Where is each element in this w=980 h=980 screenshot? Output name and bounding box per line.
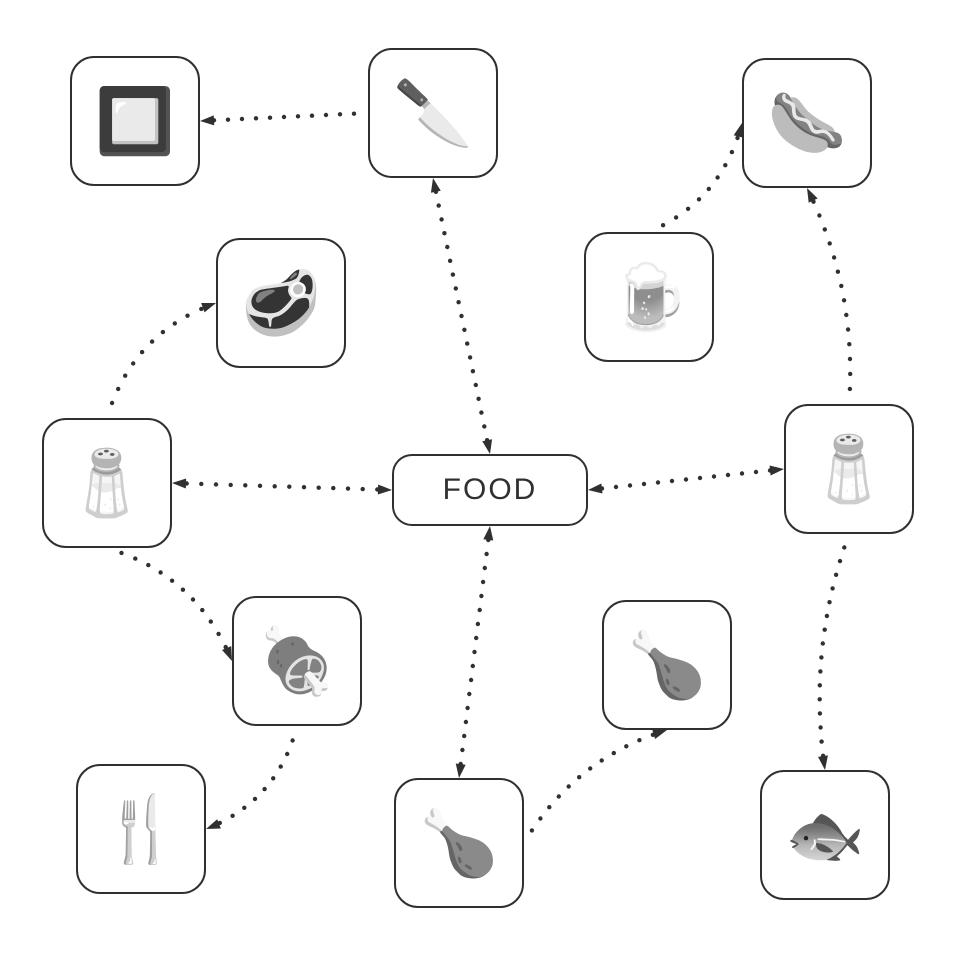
cutting-board-fish-icon: 🔪	[368, 48, 498, 178]
center-label: FOOD	[443, 473, 538, 507]
center-node-food: FOOD	[392, 454, 588, 526]
grilled-fish-steak-icon: 🔲	[70, 56, 200, 186]
grilled-sausages-icon: 🌭	[742, 58, 872, 188]
grilled-drumsticks-icon: 🍗	[394, 778, 524, 908]
cutting-board-meat-icon: 🥩	[216, 238, 346, 368]
beer-and-crab-icon: 🍺	[584, 232, 714, 362]
seasoning-steak-icon: 🧂	[42, 418, 172, 548]
microwave-chicken-icon: 🍗	[602, 600, 732, 730]
mind-map-stage: FOOD 🔲 🔪 🌭 🥩 🍺 🧂 🧂 🍖 🍗 🍴 🍗 🐟	[0, 0, 980, 980]
grilled-steak-icon: 🍖	[232, 596, 362, 726]
steak-on-fork-icon: 🍴	[76, 764, 206, 894]
grilled-whole-fish-icon: 🐟	[760, 770, 890, 900]
seasoning-fish-icon: 🧂	[784, 404, 914, 534]
